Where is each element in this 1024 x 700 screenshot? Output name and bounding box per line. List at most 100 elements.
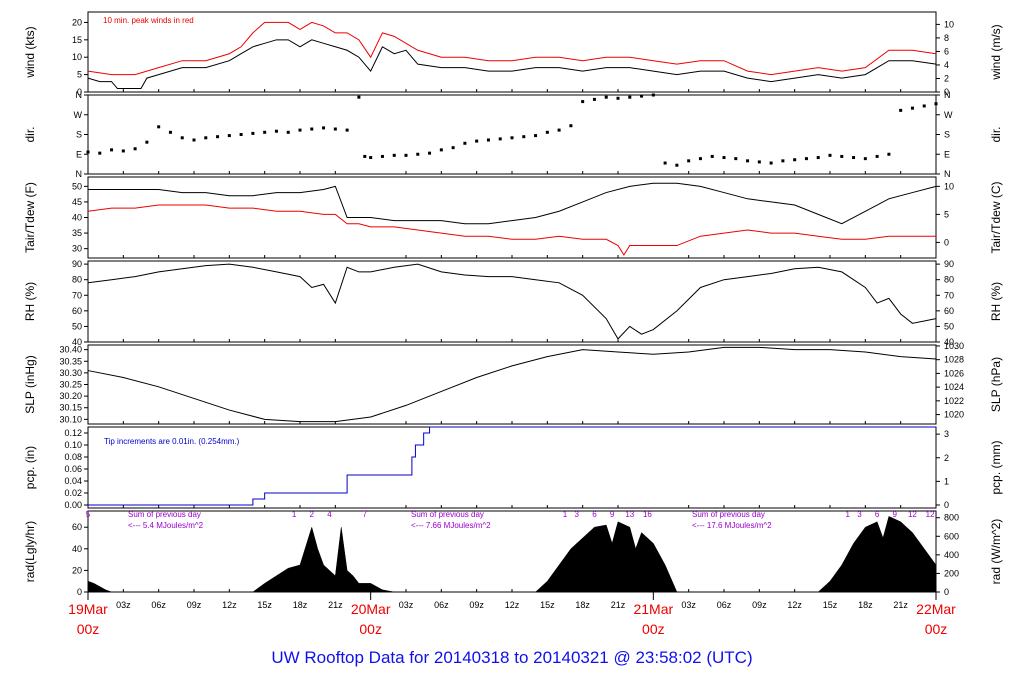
rad-hour-label: 1 <box>292 510 297 519</box>
y-tick-label-left-rh: 80 <box>72 275 82 285</box>
x-tick-label: 15z <box>540 600 555 610</box>
dir-point <box>840 154 844 158</box>
panel-frame-wind <box>87 11 937 93</box>
y-tick-label-left-temp: 50 <box>72 181 82 191</box>
dir-point <box>168 130 172 134</box>
y-label-right-dir: dir. <box>989 126 1003 142</box>
y-tick-label-left-temp: 40 <box>72 213 82 223</box>
dir-point <box>757 160 761 164</box>
x-tick-label: 15z <box>823 600 838 610</box>
y-tick-label-left-pcp: 0.12 <box>64 428 82 438</box>
y-tick-label-right-rad: 0 <box>944 587 949 597</box>
dir-point <box>816 156 820 160</box>
x-major-date: 22Mar <box>916 601 956 617</box>
dir-point <box>369 156 373 160</box>
dir-point <box>251 131 255 135</box>
dir-point <box>581 100 585 104</box>
x-tick-label: 18z <box>293 600 308 610</box>
y-tick-label-left-slp: 30.20 <box>59 391 82 401</box>
panel-frame-temp <box>87 176 937 259</box>
y-tick-label-left-rad: 20 <box>72 565 82 575</box>
y-tick-label-right-wind: 6 <box>944 46 949 56</box>
pcp-annotation: Tip increments are 0.01in. (0.254mm.) <box>104 437 240 446</box>
rad-day-sum: Sum of previous day <box>411 510 484 519</box>
dir-point <box>522 135 526 139</box>
y-label-left-wind: wind (kts) <box>23 26 37 78</box>
x-tick-label: 03z <box>681 600 696 610</box>
dir-point <box>310 127 314 131</box>
dir-point <box>357 95 361 99</box>
dir-point <box>216 135 220 139</box>
y-tick-label-right-rh: 80 <box>944 275 954 285</box>
dir-point <box>180 136 184 140</box>
y-tick-label-right-temp: 0 <box>944 237 949 247</box>
y-tick-label-right-rh: 40 <box>944 337 954 347</box>
y-label-right-slp: SLP (hPa) <box>989 357 1003 412</box>
dir-point <box>227 134 231 138</box>
dir-point <box>569 124 573 128</box>
y-label-left-pcp: pcp. (in) <box>23 446 37 489</box>
x-tick-label: 06z <box>151 600 166 610</box>
rad-hour-label: 9 <box>893 510 898 519</box>
dir-point <box>498 137 502 141</box>
dir-point <box>439 148 443 152</box>
series-line-temp-1 <box>87 204 936 256</box>
rad-hour-label: 1 <box>845 510 850 519</box>
y-label-left-dir: dir. <box>23 126 37 142</box>
dir-point <box>640 94 644 98</box>
dir-point <box>192 138 196 142</box>
series-line-slp-0 <box>87 346 937 423</box>
series-line-wind-1 <box>87 21 937 76</box>
x-major-time: 00z <box>77 621 100 637</box>
rad-hour-label: 2 <box>310 510 315 519</box>
dir-point <box>781 159 785 163</box>
y-tick-label-left-dir: W <box>74 110 83 120</box>
rad-day-sum: <--- 17.6 MJoules/m^2 <box>692 521 772 530</box>
y-tick-label-right-slp: 1030 <box>944 341 964 351</box>
y-tick-label-right-rh: 70 <box>944 290 954 300</box>
y-tick-label-right-pcp: 2 <box>944 453 949 463</box>
y-tick-label-left-temp: 30 <box>72 244 82 254</box>
x-tick-label: 12z <box>787 600 802 610</box>
x-major-date: 21Mar <box>633 601 673 617</box>
x-major-time: 00z <box>925 621 948 637</box>
dir-point <box>98 151 102 155</box>
y-tick-label-left-wind: 10 <box>72 52 82 62</box>
y-tick-label-left-dir: E <box>76 149 82 159</box>
panel-frame-rh <box>87 260 937 343</box>
y-tick-label-right-pcp: 1 <box>944 476 949 486</box>
y-tick-label-left-rh: 50 <box>72 321 82 331</box>
series-line-temp-0 <box>88 182 937 225</box>
y-label-right-pcp: pcp. (mm) <box>989 440 1003 494</box>
y-tick-label-left-pcp: 0.04 <box>64 476 82 486</box>
wind-annotation: 10 min. peak winds in red <box>103 16 194 25</box>
x-tick-label: 21z <box>328 600 343 610</box>
dir-point <box>274 129 278 133</box>
y-tick-label-right-rh: 90 <box>944 259 954 269</box>
dir-point <box>157 125 161 129</box>
x-major-time: 00z <box>642 621 665 637</box>
y-label-right-temp: Tair/Tdew (C) <box>989 181 1003 253</box>
y-label-right-rh: RH (%) <box>989 282 1003 321</box>
y-tick-label-left-slp: 30.10 <box>59 414 82 424</box>
dir-point <box>887 152 891 156</box>
dir-point <box>510 136 514 140</box>
rad-hour-label: 3 <box>575 510 580 519</box>
dir-point <box>592 97 596 101</box>
y-tick-label-left-dir: N <box>76 90 83 100</box>
y-tick-label-right-dir: N <box>944 169 951 179</box>
y-tick-label-left-rh: 70 <box>72 290 82 300</box>
rad-hour-label: 12 <box>926 510 935 519</box>
dir-point <box>333 127 337 131</box>
dir-point <box>698 157 702 161</box>
dir-point <box>604 95 608 99</box>
y-tick-label-right-temp: 5 <box>944 209 949 219</box>
y-tick-label-right-wind: 8 <box>944 33 949 43</box>
rad-hour-label: 4 <box>327 510 332 519</box>
rad-hour-label: 13 <box>625 510 634 519</box>
dir-point <box>322 126 326 130</box>
dir-point <box>793 158 797 162</box>
x-tick-label: 09z <box>187 600 202 610</box>
rad-day-sum: <--- 7.66 MJoules/m^2 <box>411 521 491 530</box>
dir-point <box>86 150 90 154</box>
